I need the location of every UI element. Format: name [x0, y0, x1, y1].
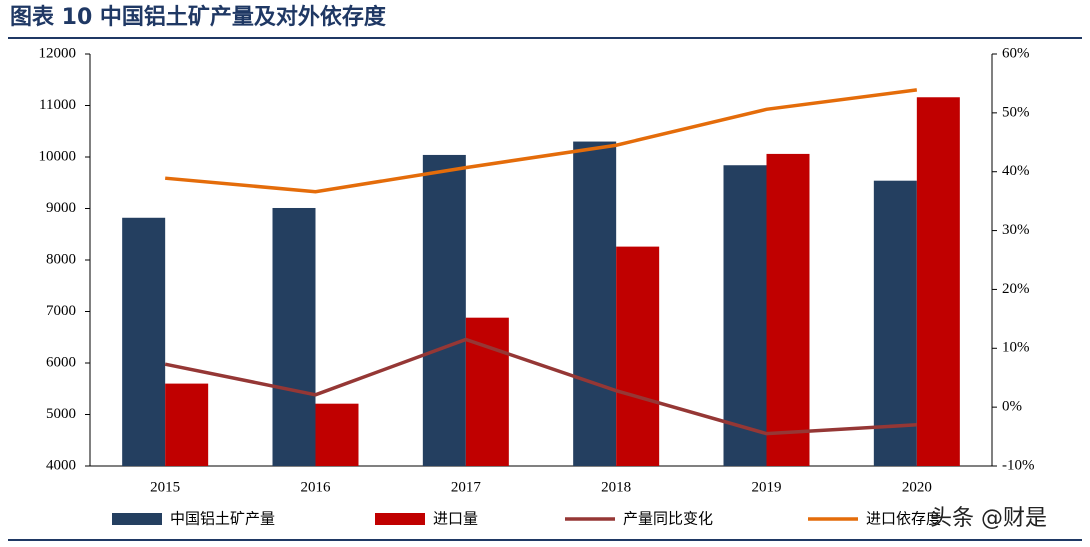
y2-tick-label: 0% [1002, 399, 1022, 415]
y-tick-label: 7000 [46, 303, 76, 319]
watermark: 头条 @财是 [930, 506, 1047, 531]
bar [315, 403, 359, 466]
x-tick-label: 2019 [752, 479, 782, 495]
bar [165, 383, 209, 466]
bar [916, 97, 960, 466]
x-tick-label: 2017 [451, 479, 482, 495]
y-tick-label: 6000 [46, 354, 76, 370]
bar [573, 141, 617, 467]
y2-tick-label: 60% [1002, 45, 1030, 61]
x-tick-label: 2015 [150, 479, 180, 495]
bar [422, 154, 466, 466]
x-tick-label: 2018 [601, 479, 631, 495]
legend-label: 进口依存度 [866, 510, 941, 528]
bar [766, 153, 810, 466]
x-tick-label: 2016 [301, 479, 332, 495]
legend-label: 产量同比变化 [623, 510, 713, 528]
y2-tick-label: 40% [1002, 163, 1030, 179]
line [164, 337, 917, 436]
bar [723, 165, 767, 467]
legend-label: 中国铝土矿产量 [170, 510, 275, 528]
legend-swatch [112, 513, 162, 525]
y-tick-label: 9000 [46, 200, 76, 216]
y2-tick-label: 10% [1002, 340, 1030, 356]
y-tick-label: 4000 [46, 457, 76, 473]
y2-tick-label: 50% [1002, 104, 1030, 120]
line [165, 88, 918, 194]
y2-tick-label: -10% [1002, 457, 1035, 473]
bar [272, 207, 316, 467]
x-tick-label: 2020 [902, 479, 932, 495]
y-tick-label: 8000 [46, 251, 76, 267]
y2-tick-label: 20% [1002, 281, 1030, 297]
y2-tick-label: 30% [1002, 222, 1030, 238]
legend-label: 进口量 [433, 510, 478, 528]
y-tick-label: 12000 [39, 45, 77, 61]
bar [122, 217, 166, 466]
bar [616, 246, 660, 466]
y-tick-label: 11000 [39, 97, 76, 113]
legend-swatch [375, 513, 425, 525]
y-tick-label: 10000 [39, 148, 77, 164]
chart-title: 图表 10 中国铝土矿产量及对外依存度 [10, 4, 387, 30]
bar [873, 180, 917, 466]
y-tick-label: 5000 [46, 406, 76, 422]
